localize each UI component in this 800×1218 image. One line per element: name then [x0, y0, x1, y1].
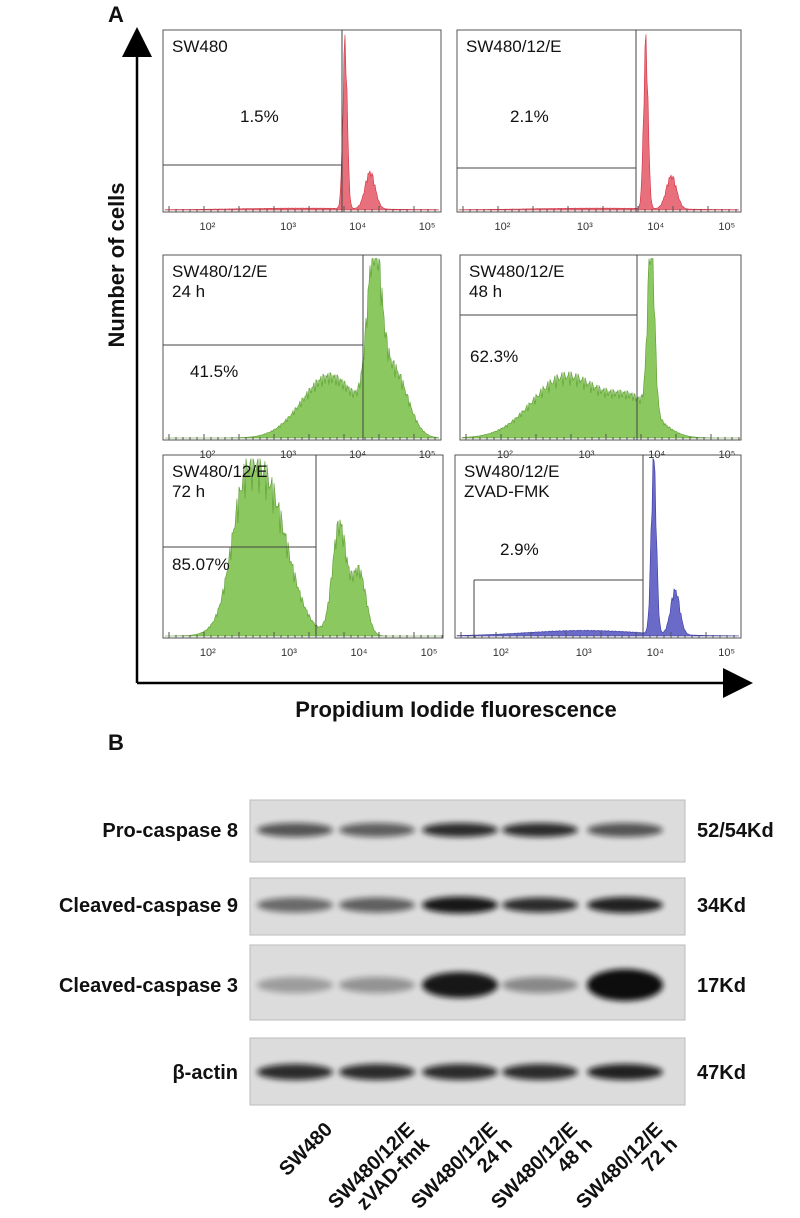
- plot-title: 72 h: [172, 482, 205, 501]
- x-tick-label: 10³: [577, 221, 593, 233]
- histogram: [165, 458, 441, 637]
- histogram: [461, 258, 739, 439]
- band: [422, 972, 498, 998]
- band: [339, 977, 415, 993]
- band: [257, 823, 333, 837]
- x-tick-label: 10⁵: [718, 647, 735, 659]
- x-tick-label: 10⁴: [349, 221, 366, 233]
- band: [339, 897, 415, 913]
- band: [422, 896, 498, 914]
- x-tick-label: 10³: [280, 221, 296, 233]
- histogram: [458, 34, 740, 211]
- plot-frame: [162, 29, 442, 213]
- y-axis-label: Number of cells: [104, 182, 129, 347]
- flow-plots: SW480 1.5% 10² 10³ 10⁴ 10⁵ SW480/12/E 2.1% 10² 10…: [162, 29, 742, 659]
- band: [257, 897, 333, 913]
- band: [502, 1064, 578, 1080]
- histogram: [165, 258, 440, 439]
- plot-title: SW480/12/E: [464, 462, 559, 481]
- band: [587, 969, 663, 1001]
- band: [587, 1064, 663, 1080]
- x-tick-label: 10⁴: [647, 221, 664, 233]
- band: [422, 823, 498, 837]
- x-tick-label: 10⁴: [647, 647, 664, 659]
- gate-percent: 1.5%: [240, 107, 279, 126]
- lane-label: SW480: [275, 1118, 337, 1180]
- size-label: 17Kd: [697, 975, 746, 997]
- gate-percent: 41.5%: [190, 362, 238, 381]
- western-blot: Pro-caspase 8 52/54Kd Cleaved-caspase 9 34K…: [59, 799, 774, 1215]
- band: [502, 823, 578, 837]
- histogram: [456, 457, 740, 637]
- band: [502, 897, 578, 913]
- band: [257, 977, 333, 993]
- gate-percent: 62.3%: [470, 347, 518, 366]
- plot-title: ZVAD-FMK: [464, 482, 550, 501]
- band: [502, 977, 578, 993]
- size-label: 34Kd: [697, 895, 746, 917]
- plot-title: SW480/12/E: [466, 37, 561, 56]
- plot-title: SW480: [172, 37, 228, 56]
- plot-frame: [454, 454, 742, 639]
- plot-title: SW480/12/E: [469, 262, 564, 281]
- panel-label: A: [108, 2, 124, 27]
- band: [422, 1064, 498, 1080]
- size-label: 52/54Kd: [697, 820, 774, 842]
- panel-label: B: [108, 730, 124, 755]
- band: [587, 897, 663, 913]
- lane-label: SW480/12/E72 h: [572, 1118, 682, 1213]
- band: [339, 1064, 415, 1080]
- x-tick-label: 10⁵: [718, 221, 735, 233]
- plot-title: SW480/12/E: [172, 262, 267, 281]
- x-tick-label: 10²: [493, 647, 509, 659]
- gate-percent: 2.1%: [510, 107, 549, 126]
- plot-frame: [459, 254, 742, 441]
- x-tick-label: 10²: [200, 221, 216, 233]
- plot-title: 24 h: [172, 282, 205, 301]
- band: [587, 823, 663, 837]
- size-label: 47Kd: [697, 1062, 746, 1084]
- x-tick-label: 10²: [200, 647, 216, 659]
- x-tick-label: 10³: [576, 647, 592, 659]
- x-tick-label: 10³: [281, 647, 297, 659]
- x-tick-label: 10²: [494, 221, 510, 233]
- band: [339, 823, 415, 837]
- x-tick-label: 10⁴: [351, 647, 368, 659]
- protein-label: Pro-caspase 8: [102, 820, 238, 842]
- protein-label: β-actin: [172, 1062, 238, 1084]
- band: [257, 1064, 333, 1080]
- x-tick-label: 10⁵: [421, 647, 438, 659]
- x-tick-label: 10⁵: [419, 221, 436, 233]
- gate-percent: 85.07%: [172, 555, 230, 574]
- plot-frame: [456, 29, 742, 213]
- gate-percent: 2.9%: [500, 540, 539, 559]
- protein-label: Cleaved-caspase 9: [59, 895, 238, 917]
- lane-text: SW480: [275, 1118, 337, 1180]
- protein-label: Cleaved-caspase 3: [59, 975, 238, 997]
- histogram: [164, 34, 440, 211]
- plot-title: SW480/12/E: [172, 462, 267, 481]
- x-axis-label: Propidium Iodide fluorescence: [295, 697, 617, 722]
- plot-title: 48 h: [469, 282, 502, 301]
